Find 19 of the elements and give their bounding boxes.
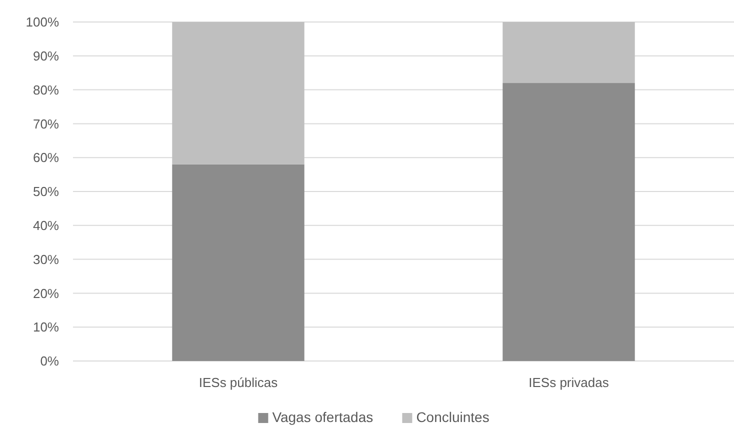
y-tick-label: 50% [32, 184, 60, 200]
y-tick-label: 70% [32, 116, 60, 132]
y-tick-label: 90% [32, 48, 60, 64]
y-tick-label: 80% [32, 82, 60, 98]
y-tick-label: 30% [32, 252, 60, 267]
y-tick-label: 20% [32, 286, 60, 301]
y-tick-label: 40% [32, 218, 60, 233]
bar [502, 22, 635, 84]
y-tick-label: 0% [40, 354, 60, 369]
bar [502, 83, 635, 361]
y-tick-label: 100% [26, 14, 60, 30]
legend-label: Concluintes [416, 409, 490, 425]
y-tick-label: 60% [32, 150, 60, 166]
legend-label: Vagas ofertadas [272, 409, 374, 425]
y-tick-label: 10% [32, 320, 60, 335]
bar [172, 164, 304, 361]
bar [172, 22, 304, 164]
x-tick-label: IESs públicas [198, 375, 278, 390]
x-tick-label: IESs privadas [528, 375, 610, 390]
